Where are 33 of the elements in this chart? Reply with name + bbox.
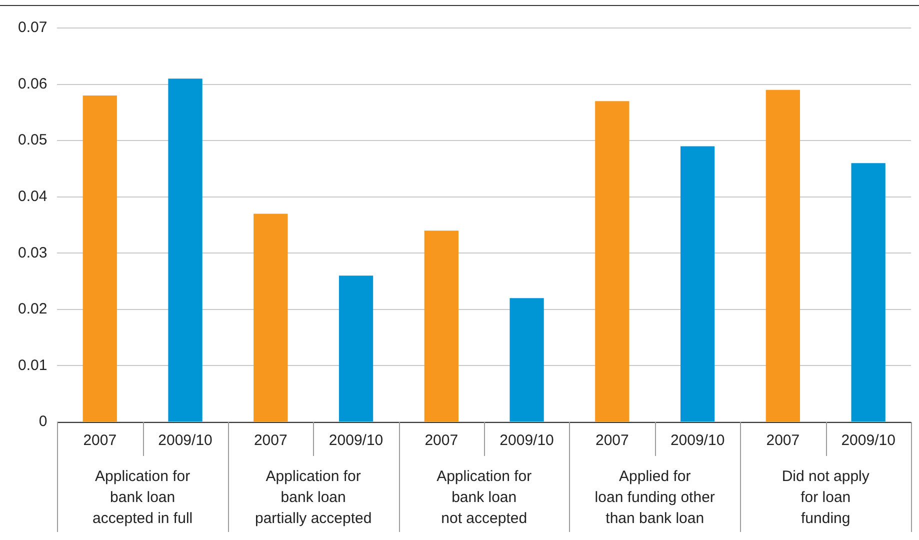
bar [254, 214, 288, 422]
text: 2007 [595, 432, 629, 450]
y-tick-label: 0.05 [18, 132, 48, 149]
text: 2009/10 [670, 432, 725, 450]
y-tick-label: 0.04 [18, 188, 48, 205]
bar [766, 90, 800, 422]
bar [510, 298, 544, 422]
text: 2007 [424, 432, 458, 450]
bar [424, 230, 458, 422]
x-tick-label: Application for bank loan accepted in full [92, 468, 193, 528]
text: 2009/10 [158, 432, 212, 450]
x-tick-label: Applied for loan funding other than bank loan [594, 468, 715, 528]
bar [168, 78, 202, 422]
y-tick-label: 0.02 [18, 300, 48, 318]
text: 2007 [766, 432, 800, 450]
series-label: 2009/10 [328, 432, 384, 450]
text: 2007 [254, 432, 288, 450]
bar [851, 163, 886, 422]
bar [82, 96, 117, 422]
y-tick-label: 0 [38, 413, 48, 430]
x-tick-label: Application for bank loan not accepted [436, 468, 532, 528]
x-tick-label: Did not apply for loan funding [782, 468, 870, 528]
bar [595, 101, 630, 422]
x-tick-label: Application for bank loan partially accepted [254, 468, 372, 528]
text: 2009/10 [500, 432, 554, 450]
y-tick-label: 0.06 [18, 75, 48, 92]
y-tick-label: 0.01 [18, 356, 48, 374]
bar [338, 276, 374, 422]
y-tick-label: 0.03 [18, 244, 48, 262]
y-tick-label: 0.07 [18, 19, 48, 36]
text: 2009/10 [841, 432, 896, 450]
series-label: 2007 [83, 432, 117, 450]
bar [680, 146, 715, 422]
